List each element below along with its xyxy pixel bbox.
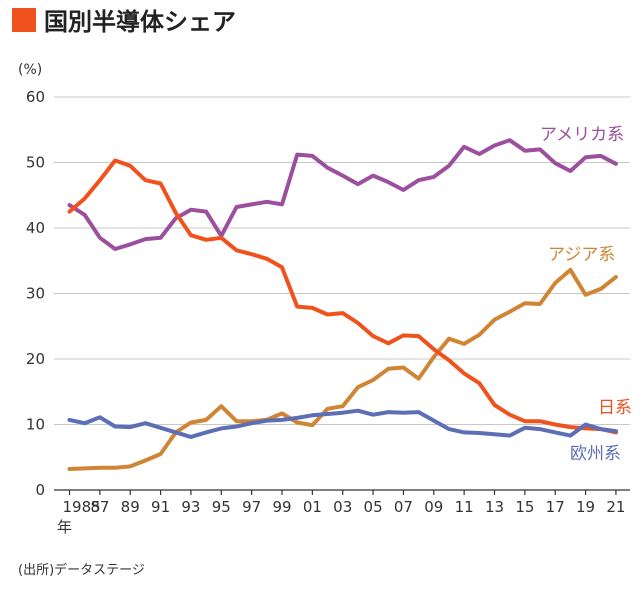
x-tick-label: 1985 (63, 498, 101, 516)
y-tick-label: 20 (26, 350, 45, 368)
series-label-2: 日系 (598, 398, 632, 418)
y-tick-label: 10 (26, 416, 45, 434)
x-tick-label: 89 (121, 498, 140, 516)
x-tick-label: 11 (455, 498, 474, 516)
y-tick-label: 60 (26, 88, 45, 106)
x-tick-label: 91 (151, 498, 170, 516)
y-tick-label: 40 (26, 219, 45, 237)
series-lines (67, 138, 618, 471)
y-tick-label: 0 (35, 481, 45, 499)
source-note: (出所)データステージ (18, 562, 145, 578)
y-tick-label: 30 (26, 285, 45, 303)
x-tick-label: 99 (272, 498, 291, 516)
series-label-3: 欧州系 (570, 444, 621, 464)
x-tick-label: 13 (485, 498, 504, 516)
y-tick-label: 50 (26, 154, 45, 172)
y-axis-unit: (%) (18, 62, 42, 78)
chart-title: 国別半導体シェア (44, 8, 236, 36)
x-axis-unit: 年 (57, 518, 72, 536)
series-line-0 (67, 138, 618, 251)
x-tick-label: 87 (90, 498, 109, 516)
x-tick-label: 95 (212, 498, 231, 516)
x-tick-label: 21 (606, 498, 625, 516)
x-tick-label: 05 (364, 498, 383, 516)
x-tick-label: 03 (333, 498, 352, 516)
x-tick-label: 17 (546, 498, 565, 516)
series-label-1: アジア系 (548, 245, 615, 265)
series-label-0: アメリカ系 (540, 125, 624, 145)
x-tick-label: 97 (242, 498, 261, 516)
y-axis: 0 10 20 30 40 50 60 (26, 88, 45, 499)
x-tick-label: 07 (394, 498, 413, 516)
series-line-1 (67, 267, 618, 471)
title-marker (12, 8, 36, 32)
series-line-3 (67, 408, 618, 439)
x-tick-label: 09 (424, 498, 443, 516)
x-tick-label: 93 (181, 498, 200, 516)
x-tick-label: 19 (576, 498, 595, 516)
x-tick-label: 01 (303, 498, 322, 516)
x-tick-label: 15 (515, 498, 534, 516)
series-line-2 (67, 158, 618, 435)
